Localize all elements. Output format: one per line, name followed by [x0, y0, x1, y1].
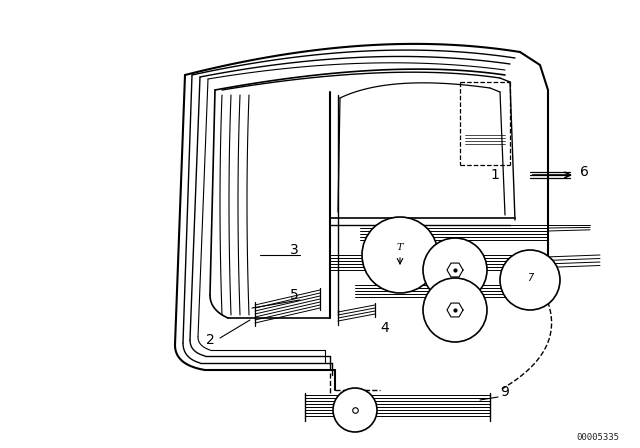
Circle shape — [423, 278, 487, 342]
Circle shape — [423, 238, 487, 302]
Circle shape — [333, 388, 377, 432]
Text: 3: 3 — [290, 243, 299, 257]
Text: 6: 6 — [580, 165, 589, 179]
Circle shape — [500, 250, 560, 310]
Circle shape — [362, 217, 438, 293]
Text: 1: 1 — [490, 168, 499, 182]
Text: 5: 5 — [290, 288, 299, 302]
Text: 00005335: 00005335 — [577, 434, 620, 443]
Text: 2: 2 — [206, 333, 215, 347]
Text: 9: 9 — [500, 385, 509, 399]
Text: 4: 4 — [380, 321, 388, 335]
Text: T: T — [397, 244, 403, 253]
Text: 7: 7 — [527, 273, 533, 283]
